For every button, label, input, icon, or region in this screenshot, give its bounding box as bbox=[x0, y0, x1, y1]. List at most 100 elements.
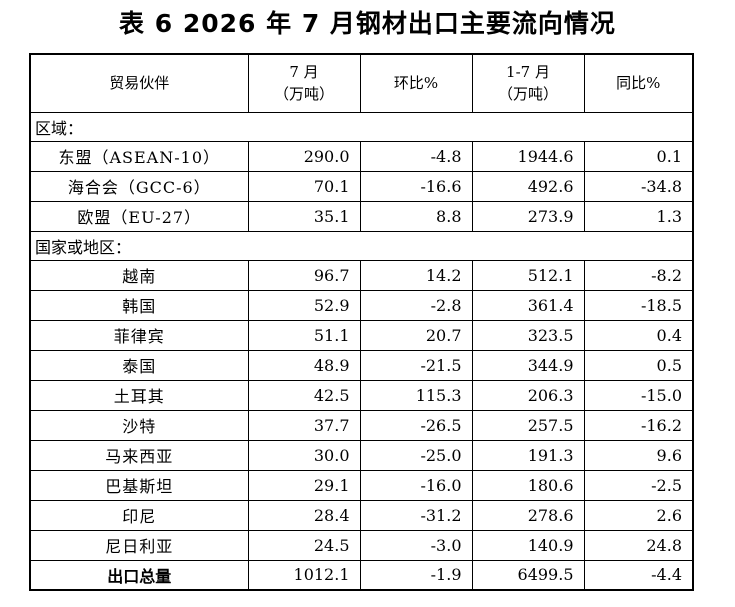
yoy-value: 2.6 bbox=[583, 499, 694, 531]
yoy-value: 0.1 bbox=[583, 140, 694, 172]
partner-name: 土耳其 bbox=[29, 379, 249, 411]
table-row: 马来西亚 30.0 -25.0 191.3 9.6 bbox=[29, 439, 694, 471]
mom-value: -31.2 bbox=[359, 499, 473, 531]
yoy-value: 0.4 bbox=[583, 319, 694, 351]
yoy-value: -18.5 bbox=[583, 289, 694, 321]
table-row: 土耳其 42.5 115.3 206.3 -15.0 bbox=[29, 379, 694, 411]
yoy-value: -16.2 bbox=[583, 409, 694, 441]
ytd-value: 323.5 bbox=[471, 319, 585, 351]
table-row: 欧盟（EU-27） 35.1 8.8 273.9 1.3 bbox=[29, 200, 694, 232]
partner-name: 韩国 bbox=[29, 289, 249, 321]
july-value: 37.7 bbox=[247, 409, 361, 441]
mom-value: -2.8 bbox=[359, 289, 473, 321]
header-yoy: 同比% bbox=[583, 53, 694, 113]
partner-name: 东盟（ASEAN-10） bbox=[29, 140, 249, 172]
header-mom: 环比% bbox=[359, 53, 473, 113]
yoy-value: -34.8 bbox=[583, 170, 694, 202]
partner-name: 巴基斯坦 bbox=[29, 469, 249, 501]
total-row: 出口总量 1012.1 -1.9 6499.5 -4.4 bbox=[29, 559, 694, 591]
header-july-unit: （万吨） bbox=[273, 85, 334, 104]
partner-name: 尼日利亚 bbox=[29, 529, 249, 561]
ytd-value: 273.9 bbox=[471, 200, 585, 232]
header-ytd-unit: （万吨） bbox=[497, 85, 558, 104]
july-value: 28.4 bbox=[247, 499, 361, 531]
mom-value: -26.5 bbox=[359, 409, 473, 441]
ytd-value: 512.1 bbox=[471, 259, 585, 291]
mom-value: 115.3 bbox=[359, 379, 473, 411]
partner-name: 海合会（GCC-6） bbox=[29, 170, 249, 202]
yoy-value: 0.5 bbox=[583, 349, 694, 381]
july-value: 42.5 bbox=[247, 379, 361, 411]
mom-value: -25.0 bbox=[359, 439, 473, 471]
ytd-value: 492.6 bbox=[471, 170, 585, 202]
header-july: 7 月 （万吨） bbox=[247, 53, 361, 113]
table-row: 越南 96.7 14.2 512.1 -8.2 bbox=[29, 259, 694, 291]
partner-name: 泰国 bbox=[29, 349, 249, 381]
ytd-value: 191.3 bbox=[471, 439, 585, 471]
ytd-value: 180.6 bbox=[471, 469, 585, 501]
july-value: 52.9 bbox=[247, 289, 361, 321]
mom-value: -16.6 bbox=[359, 170, 473, 202]
ytd-value: 344.9 bbox=[471, 349, 585, 381]
table-row: 东盟（ASEAN-10） 290.0 -4.8 1944.6 0.1 bbox=[29, 140, 694, 172]
july-value: 35.1 bbox=[247, 200, 361, 232]
july-value: 30.0 bbox=[247, 439, 361, 471]
mom-value: -16.0 bbox=[359, 469, 473, 501]
ytd-value: 1944.6 bbox=[471, 140, 585, 172]
mom-value: 20.7 bbox=[359, 319, 473, 351]
total-ytd-value: 6499.5 bbox=[471, 559, 585, 591]
july-value: 24.5 bbox=[247, 529, 361, 561]
total-mom-value: -1.9 bbox=[359, 559, 473, 591]
section-label-countries: 国家或地区： bbox=[29, 230, 694, 260]
ytd-value: 140.9 bbox=[471, 529, 585, 561]
table-row: 巴基斯坦 29.1 -16.0 180.6 -2.5 bbox=[29, 469, 694, 501]
yoy-value: -8.2 bbox=[583, 259, 694, 291]
mom-value: -3.0 bbox=[359, 529, 473, 561]
july-value: 96.7 bbox=[247, 259, 361, 291]
table-row: 印尼 28.4 -31.2 278.6 2.6 bbox=[29, 499, 694, 531]
july-value: 51.1 bbox=[247, 319, 361, 351]
total-yoy-value: -4.4 bbox=[583, 559, 694, 591]
header-ytd: 1-7 月 （万吨） bbox=[471, 53, 585, 113]
partner-name: 欧盟（EU-27） bbox=[29, 200, 249, 232]
ytd-value: 257.5 bbox=[471, 409, 585, 441]
mom-value: -21.5 bbox=[359, 349, 473, 381]
table-row: 沙特 37.7 -26.5 257.5 -16.2 bbox=[29, 409, 694, 441]
partner-name: 越南 bbox=[29, 259, 249, 291]
section-label-regions: 区域： bbox=[29, 111, 694, 141]
table-row: 韩国 52.9 -2.8 361.4 -18.5 bbox=[29, 289, 694, 321]
partner-name: 印尼 bbox=[29, 499, 249, 531]
ytd-value: 361.4 bbox=[471, 289, 585, 321]
header-ytd-label: 1-7 月 bbox=[506, 63, 550, 82]
table-title: 表 6 2026 年 7 月钢材出口主要流向情况 bbox=[119, 9, 616, 38]
table-row: 菲律宾 51.1 20.7 323.5 0.4 bbox=[29, 319, 694, 351]
july-value: 290.0 bbox=[247, 140, 361, 172]
partner-name: 菲律宾 bbox=[29, 319, 249, 351]
header-row: 贸易伙伴 7 月 （万吨） 环比% 1-7 月 （万吨） 同比% bbox=[29, 53, 694, 113]
mom-value: 8.8 bbox=[359, 200, 473, 232]
header-partner: 贸易伙伴 bbox=[29, 53, 249, 113]
section-row-regions: 区域： bbox=[29, 111, 694, 141]
july-value: 29.1 bbox=[247, 469, 361, 501]
yoy-value: 1.3 bbox=[583, 200, 694, 232]
yoy-value: 24.8 bbox=[583, 529, 694, 561]
total-july-value: 1012.1 bbox=[247, 559, 361, 591]
partner-name: 马来西亚 bbox=[29, 439, 249, 471]
mom-value: -4.8 bbox=[359, 140, 473, 172]
table-row: 泰国 48.9 -21.5 344.9 0.5 bbox=[29, 349, 694, 381]
table-row: 尼日利亚 24.5 -3.0 140.9 24.8 bbox=[29, 529, 694, 561]
total-label: 出口总量 bbox=[29, 559, 249, 591]
export-destination-table: 贸易伙伴 7 月 （万吨） 环比% 1-7 月 （万吨） 同比% 区域： 东盟（… bbox=[29, 53, 694, 591]
july-value: 70.1 bbox=[247, 170, 361, 202]
section-row-countries: 国家或地区： bbox=[29, 230, 694, 260]
yoy-value: -15.0 bbox=[583, 379, 694, 411]
header-july-label: 7 月 bbox=[289, 63, 319, 82]
ytd-value: 278.6 bbox=[471, 499, 585, 531]
ytd-value: 206.3 bbox=[471, 379, 585, 411]
partner-name: 沙特 bbox=[29, 409, 249, 441]
table-row: 海合会（GCC-6） 70.1 -16.6 492.6 -34.8 bbox=[29, 170, 694, 202]
mom-value: 14.2 bbox=[359, 259, 473, 291]
yoy-value: 9.6 bbox=[583, 439, 694, 471]
yoy-value: -2.5 bbox=[583, 469, 694, 501]
july-value: 48.9 bbox=[247, 349, 361, 381]
